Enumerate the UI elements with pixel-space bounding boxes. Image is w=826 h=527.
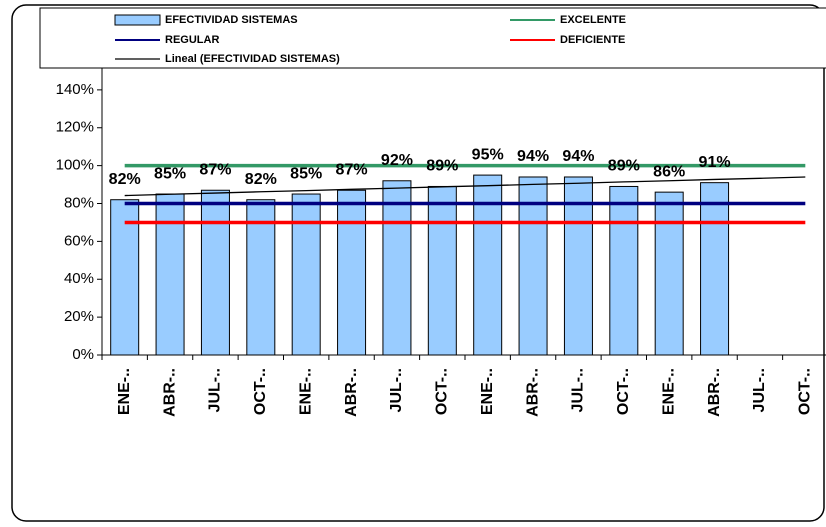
bar (246, 199, 276, 356)
chart-frame (11, 4, 825, 522)
data-label: 94% (517, 148, 549, 165)
x-tick-label: ENE-.. (479, 368, 496, 415)
y-tick-label: 120% (56, 119, 94, 136)
line-series (124, 176, 806, 197)
x-tick-label: JUL-.. (207, 368, 224, 412)
bar (291, 193, 321, 356)
data-label: 91% (699, 154, 731, 171)
x-tick-label: OCT-.. (434, 368, 451, 415)
x-tick-label: OCT-.. (615, 368, 632, 415)
legend-box (39, 7, 826, 69)
bar (337, 189, 367, 356)
bar (382, 180, 412, 356)
legend-label: EXCELENTE (560, 14, 626, 26)
data-label: 94% (562, 148, 594, 165)
data-label: 82% (245, 171, 277, 188)
data-label: 82% (109, 171, 141, 188)
data-label: 89% (608, 158, 640, 175)
y-tick-label: 140% (56, 81, 94, 98)
bar (654, 191, 684, 356)
legend-label: DEFICIENTE (560, 34, 625, 46)
bar (427, 185, 457, 356)
legend-label: EFECTIVIDAD SISTEMAS (165, 14, 298, 26)
data-label: 85% (154, 165, 186, 182)
legend: EFECTIVIDAD SISTEMAS EXCELENTE REGULAR DEFI… (39, 7, 826, 69)
x-tick-label: JUL-.. (751, 368, 768, 412)
x-tick-label: ABR-.. (706, 368, 723, 417)
data-label: 89% (426, 158, 458, 175)
bar (110, 199, 140, 356)
y-tick-label: 0% (72, 346, 94, 363)
x-tick-label: OCT-.. (797, 368, 814, 415)
x-tick-label: JUL-.. (388, 368, 405, 412)
y-tick-label: 60% (64, 232, 94, 249)
data-label: 86% (653, 163, 685, 180)
bar (563, 176, 593, 356)
plot-area: 0%20%40%60%80%100%120%140%160%ENE-..ABR-… (56, 43, 826, 417)
x-tick-label: ENE-.. (660, 368, 677, 415)
x-tick-label: ABR-.. (161, 368, 178, 417)
x-tick-label: ABR-.. (343, 368, 360, 417)
y-tick-label: 20% (64, 308, 94, 325)
data-label: 92% (381, 152, 413, 169)
x-tick-label: ABR-.. (524, 368, 541, 417)
bar (700, 182, 730, 356)
x-tick-label: OCT-.. (252, 368, 269, 415)
x-tick-label: JUL-.. (570, 368, 587, 412)
data-label: 95% (472, 146, 504, 163)
bar (200, 189, 230, 356)
x-tick-label: ENE-.. (116, 368, 133, 415)
y-tick-label: 100% (56, 157, 94, 174)
legend-swatch (114, 14, 161, 26)
bar (155, 193, 185, 356)
bar (609, 185, 639, 356)
y-tick-label: 80% (64, 194, 94, 211)
bar (518, 176, 548, 356)
data-label: 87% (336, 161, 368, 178)
x-tick-label: ENE-.. (297, 368, 314, 415)
data-label: 87% (199, 161, 231, 178)
legend-label: REGULAR (165, 34, 219, 46)
y-tick-label: 40% (64, 270, 94, 287)
data-label: 85% (290, 165, 322, 182)
legend-label: Lineal (EFECTIVIDAD SISTEMAS) (165, 53, 340, 65)
